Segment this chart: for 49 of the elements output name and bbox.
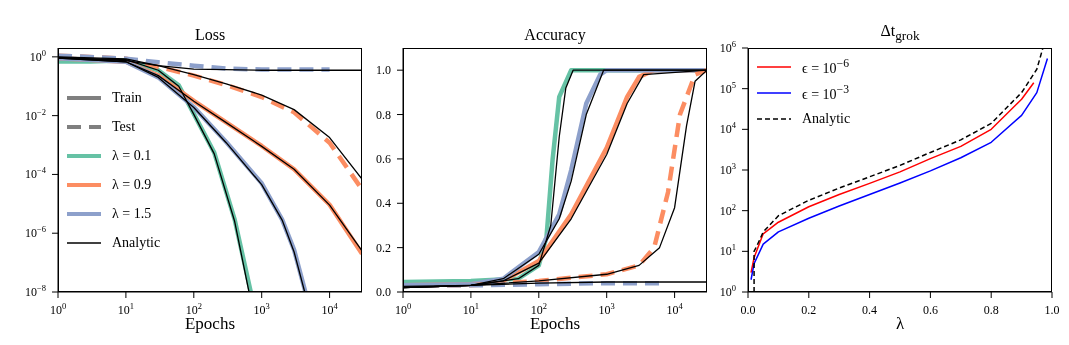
x-axis-title: λ — [895, 314, 905, 333]
y-tick-label: 10$^{3}$ — [719, 161, 736, 177]
x-tick-label: 10$^{2}$ — [185, 301, 202, 317]
x-tick-label: 1.0 — [1044, 303, 1060, 317]
x-tick-label: 10$^{2}$ — [530, 301, 547, 317]
x-tick-label: 10$^{4}$ — [321, 301, 339, 317]
legend-label: Train — [112, 89, 142, 106]
y-tick-label: 10$^{−2}$ — [24, 106, 46, 123]
y-tick-label: 0.2 — [376, 240, 391, 255]
y-tick-label: 0.6 — [376, 151, 391, 166]
y-tick-label: 0.8 — [376, 107, 391, 122]
y-tick-label: 10$^{5}$ — [719, 79, 736, 96]
x-tick-label: 10$^{3}$ — [253, 301, 270, 317]
legend-label: λ = 1.5 — [112, 205, 152, 222]
y-tick-label: 10$^{0}$ — [719, 283, 736, 299]
legend-label: ϵ = 10$^{−3}$ — [802, 83, 849, 103]
x-tick-label: 10$^{0}$ — [49, 301, 67, 317]
legend-label: λ = 0.9 — [112, 176, 152, 193]
y-tick-label: 1.0 — [376, 63, 391, 78]
x-tick-label: 10$^{4}$ — [666, 301, 684, 317]
y-tick-label: 10$^{6}$ — [719, 39, 736, 55]
legend-label: Analytic — [802, 111, 851, 127]
chart-title: Δt$_{grok}$ — [879, 21, 921, 44]
y-tick-label: 0.0 — [376, 285, 391, 299]
x-tick-label: 0.6 — [922, 303, 938, 317]
y-tick-label: 0.4 — [376, 196, 391, 211]
legend-label: Test — [112, 118, 136, 135]
legend-label: λ = 0.1 — [112, 147, 152, 164]
x-tick-label: 0.2 — [801, 303, 817, 317]
x-axis-title: Epochs — [529, 314, 581, 333]
y-tick-label: 10$^{−4}$ — [24, 165, 47, 182]
x-tick-label: 0.4 — [862, 303, 878, 317]
chart-title: Accuracy — [523, 26, 587, 44]
y-tick-label: 10$^{2}$ — [719, 201, 736, 218]
x-tick-label: 10$^{1}$ — [462, 301, 480, 317]
y-tick-label: 10$^{−8}$ — [24, 283, 46, 299]
x-tick-label: 10$^{0}$ — [394, 301, 412, 317]
chart-title: Loss — [193, 26, 227, 44]
legend-label: ϵ = 10$^{−6}$ — [802, 57, 849, 77]
x-tick-label: 0.8 — [983, 303, 999, 317]
x-tick-label: 0.0 — [740, 303, 756, 317]
y-tick-label: 10$^{4}$ — [719, 120, 737, 137]
x-tick-label: 10$^{1}$ — [117, 301, 135, 317]
x-axis-title: Epochs — [184, 314, 236, 333]
y-tick-label: 10$^{−6}$ — [24, 224, 46, 241]
y-tick-label: 10$^{1}$ — [719, 242, 736, 259]
legend-label: Analytic — [112, 234, 161, 251]
y-tick-label: 10$^{0}$ — [29, 47, 46, 64]
x-tick-label: 10$^{3}$ — [598, 301, 615, 317]
